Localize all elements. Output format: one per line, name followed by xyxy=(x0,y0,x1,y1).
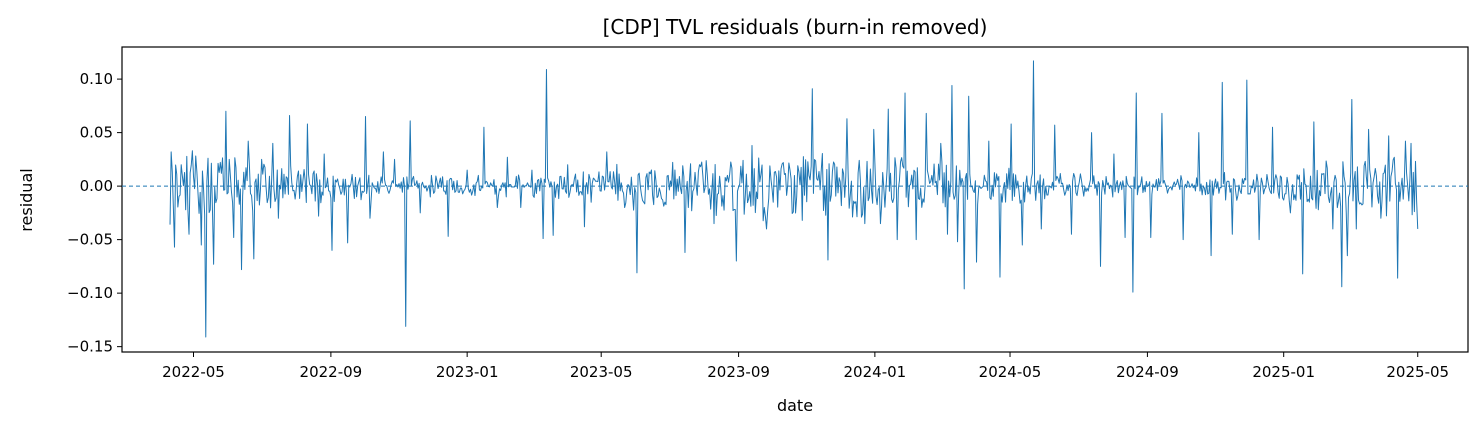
series-group xyxy=(169,60,1419,338)
x-tick-label: 2022-09 xyxy=(300,363,363,381)
y-tick-label: −0.05 xyxy=(67,231,113,249)
y-tick-label: 0.00 xyxy=(80,177,113,195)
y-tick-label: 0.10 xyxy=(80,70,113,88)
x-tick-label: 2023-09 xyxy=(707,363,770,381)
x-tick-label: 2024-01 xyxy=(844,363,907,381)
y-tick-label: 0.05 xyxy=(80,124,113,142)
plot-area-frame xyxy=(121,46,1469,353)
x-axis-label: date xyxy=(777,396,813,415)
x-tick-label: 2024-09 xyxy=(1116,363,1179,381)
x-tick-label: 2023-05 xyxy=(570,363,633,381)
x-tick-label: 2022-05 xyxy=(162,363,225,381)
chart-title: [CDP] TVL residuals (burn-in removed) xyxy=(603,15,988,39)
x-tick-label: 2023-01 xyxy=(436,363,499,381)
y-tick-label: −0.15 xyxy=(67,338,113,356)
x-axis: 2022-05 2022-09 2023-01 2023-05 2023-09 2024-… xyxy=(162,352,1449,381)
residual-series-line xyxy=(169,60,1419,338)
x-tick-label: 2025-05 xyxy=(1386,363,1449,381)
y-axis-label: residual xyxy=(17,168,36,231)
x-tick-label: 2024-05 xyxy=(979,363,1042,381)
x-tick-label: 2025-01 xyxy=(1252,363,1315,381)
y-axis: 0.10 0.05 0.00 −0.05 −0.10 −0.15 xyxy=(67,70,122,356)
y-tick-label: −0.10 xyxy=(67,284,113,302)
